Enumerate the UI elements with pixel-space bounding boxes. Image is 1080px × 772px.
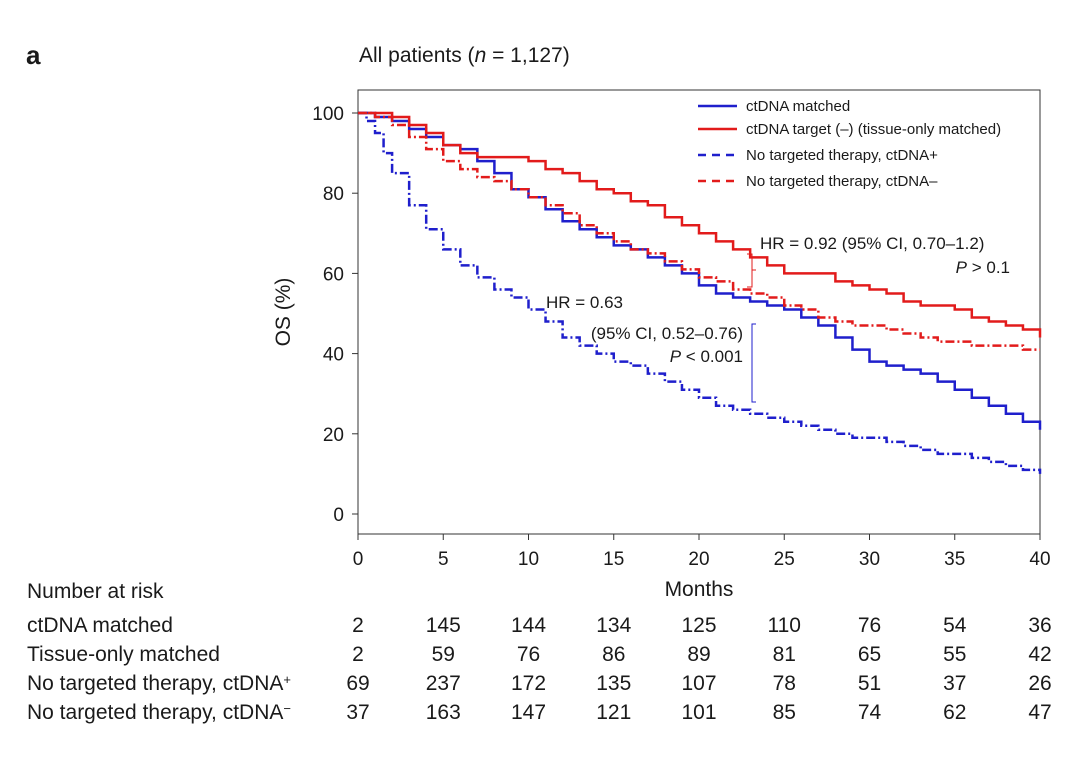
hr-bottom-line2: (95% CI, 0.52–0.76) — [591, 324, 743, 343]
risk-cell: 26 — [1028, 672, 1052, 695]
risk-cell: 37 — [943, 672, 967, 695]
risk-cell: 74 — [857, 701, 882, 724]
x-axis: 0 5 10 15 20 25 30 35 40 — [353, 534, 1051, 570]
risk-row-label-sup: + — [283, 672, 291, 687]
hr-top-p-rest: > 0.1 — [967, 258, 1010, 277]
risk-cell: 54 — [943, 614, 967, 637]
x-tick-label-30: 30 — [859, 549, 880, 570]
legend: ctDNA matched ctDNA target (–) (tissue-o… — [698, 98, 1001, 190]
y-tick-label-80: 80 — [323, 184, 344, 205]
x-tick-label-5: 5 — [438, 549, 449, 570]
y-tick-label-0: 0 — [333, 505, 344, 526]
risk-cell: 134 — [596, 614, 632, 637]
risk-cell: 42 — [1028, 643, 1052, 666]
hr-bottom-annotation: HR = 0.63 (95% CI, 0.52–0.76) P < 0.001 — [546, 293, 756, 403]
risk-cell: 78 — [772, 672, 796, 695]
series-layer — [358, 111, 1042, 474]
risk-cell: 145 — [425, 614, 461, 637]
chart-title: All patients (n = 1,127) — [359, 44, 570, 68]
series-line-4-no-targeted-therapy-ctdna — [358, 111, 1040, 351]
risk-cell: 85 — [772, 701, 796, 724]
x-axis-title: Months — [665, 578, 734, 601]
risk-table-title: Number at risk — [27, 580, 164, 603]
risk-cell: 59 — [431, 643, 455, 666]
x-tick-label-15: 15 — [603, 549, 624, 570]
chart-title-prefix: All patients ( — [359, 44, 475, 67]
chart-title-n: n — [474, 44, 487, 67]
hr-top-bracket — [747, 253, 756, 288]
series-line-3-no-targeted-therapy-ctdna — [358, 111, 1042, 474]
chart-title-suffix: = 1,127) — [486, 44, 570, 67]
risk-cell: 51 — [857, 672, 882, 695]
y-tick-label-100: 100 — [312, 104, 344, 125]
risk-cell: 237 — [425, 672, 461, 695]
risk-row: No targeted therapy, ctDNA+ 69 237 172 135 10… — [0, 672, 1080, 702]
x-tick-label-20: 20 — [688, 549, 709, 570]
risk-row: No targeted therapy, ctDNA− 37 163 147 121 10… — [0, 701, 1080, 731]
risk-cell: 62 — [943, 701, 967, 724]
x-tick-label-10: 10 — [518, 549, 539, 570]
risk-row-label-sup: − — [283, 701, 291, 716]
risk-row-label: ctDNA matched — [27, 614, 173, 637]
risk-cell: 147 — [510, 701, 547, 724]
legend-label-no-targeted-ctdna-pos: No targeted therapy, ctDNA+ — [746, 147, 938, 164]
risk-cell: 81 — [772, 643, 796, 666]
x-tick-label-35: 35 — [944, 549, 965, 570]
hr-bottom-p: P < 0.001 — [670, 347, 743, 366]
hr-top-annotation: HR = 0.92 (95% CI, 0.70–1.2) P > 0.1 — [747, 234, 1010, 288]
risk-cell: 69 — [346, 672, 370, 695]
hr-bottom-bracket — [751, 323, 756, 403]
risk-cell: 135 — [596, 672, 632, 695]
y-tick-label-20: 20 — [323, 425, 344, 446]
risk-cell: 163 — [425, 701, 461, 724]
risk-cell: 37 — [346, 701, 370, 724]
risk-cell: 47 — [1028, 701, 1052, 724]
risk-cell: 89 — [687, 643, 711, 666]
y-tick-label-60: 60 — [323, 264, 344, 285]
hr-top-line1: HR = 0.92 (95% CI, 0.70–1.2) — [760, 234, 984, 253]
legend-label-no-targeted-ctdna-neg: No targeted therapy, ctDNA– — [746, 173, 938, 190]
y-axis: 0 20 40 60 80 100 — [312, 104, 358, 526]
risk-cell: 2 — [352, 614, 364, 637]
risk-cell: 107 — [681, 672, 717, 695]
risk-cell: 172 — [510, 672, 547, 695]
risk-row-label: No targeted therapy, ctDNA− — [27, 701, 291, 724]
risk-row-label: Tissue-only matched — [27, 643, 220, 666]
risk-cell: 86 — [602, 643, 626, 666]
risk-cell: 110 — [767, 614, 801, 637]
y-axis-title: OS (%) — [272, 278, 295, 347]
x-tick-label-25: 25 — [774, 549, 795, 570]
risk-cell: 2 — [352, 643, 364, 666]
series-line-2-ctdna-target-tissue-only-matched — [358, 111, 1042, 338]
panel-label: a — [26, 40, 41, 70]
risk-cell: 101 — [681, 701, 717, 724]
risk-cell: 144 — [510, 614, 547, 637]
hr-bottom-p-rest: < 0.001 — [681, 347, 743, 366]
risk-row: ctDNA matched 2 145 144 134 125 110 76 54 36 — [0, 614, 1080, 644]
hr-top-p: P > 0.1 — [956, 258, 1010, 277]
risk-cell: 76 — [857, 614, 882, 637]
risk-cell: 65 — [857, 643, 882, 666]
hr-bottom-line1: HR = 0.63 — [546, 293, 623, 312]
risk-cell: 36 — [1028, 614, 1052, 637]
hr-bottom-p-letter: P — [670, 347, 682, 366]
risk-row-label: No targeted therapy, ctDNA+ — [27, 672, 291, 695]
x-tick-label-0: 0 — [353, 549, 364, 570]
legend-label-tissue-only: ctDNA target (–) (tissue-only matched) — [746, 121, 1001, 138]
risk-cell: 121 — [596, 701, 632, 724]
x-tick-label-40: 40 — [1029, 549, 1050, 570]
y-tick-label-40: 40 — [323, 345, 344, 366]
risk-cell: 76 — [516, 643, 541, 666]
legend-label-ctdna-matched: ctDNA matched — [746, 98, 850, 115]
hr-top-p-letter: P — [956, 258, 968, 277]
risk-cell: 55 — [943, 643, 967, 666]
risk-cell: 125 — [681, 614, 717, 637]
risk-row: Tissue-only matched 2 59 76 86 89 81 65 55 42 — [0, 643, 1080, 673]
